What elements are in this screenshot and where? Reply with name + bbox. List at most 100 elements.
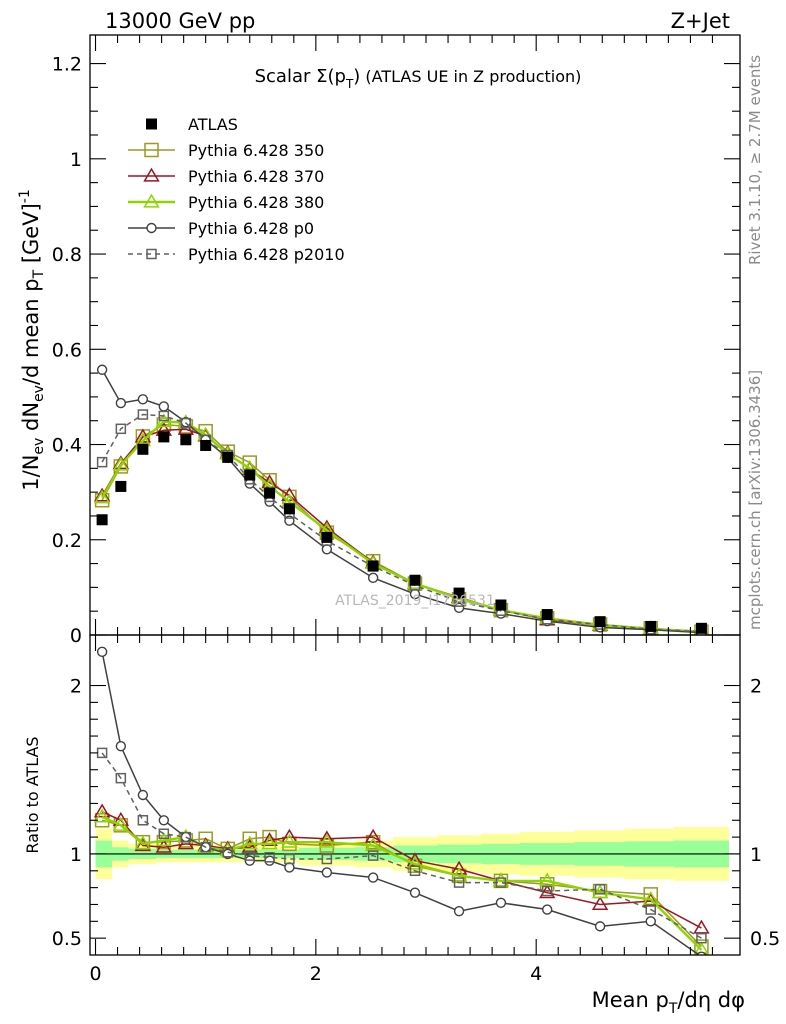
data-point bbox=[115, 772, 127, 784]
data-point bbox=[591, 884, 609, 899]
energy-label: 13000 GeV pp bbox=[105, 9, 255, 33]
data-point bbox=[453, 906, 465, 917]
data-point bbox=[158, 815, 170, 826]
legend-label: Pythia 6.428 370 bbox=[188, 167, 324, 186]
svg-text:1/Nev dNev/d mean pT [GeV]-1: 1/Nev dNev/d mean pT [GeV]-1 bbox=[17, 189, 47, 490]
data-point bbox=[453, 587, 465, 599]
data-point bbox=[137, 443, 149, 455]
data-point bbox=[538, 872, 556, 887]
main-y-tick-label: 1.2 bbox=[52, 54, 82, 76]
data-point bbox=[645, 916, 656, 927]
svg-text:Mean pT/dη dφ: Mean pT/dη dφ bbox=[592, 988, 745, 1017]
data-point bbox=[155, 838, 173, 853]
data-point bbox=[158, 828, 170, 839]
series-atlas bbox=[96, 431, 707, 634]
svg-text:Scalar Σ(pT) (ATLAS UE in Z pr: Scalar Σ(pT) (ATLAS UE in Z production) bbox=[255, 66, 582, 91]
data-point bbox=[492, 872, 510, 887]
data-point bbox=[112, 816, 130, 831]
x-tick-label: 2 bbox=[310, 963, 322, 985]
data-point bbox=[158, 401, 170, 412]
legend: ATLAS Pythia 6.428 350 Pythia 6.428 370 Pyt… bbox=[128, 115, 345, 264]
data-point bbox=[542, 904, 553, 915]
data-point bbox=[180, 831, 192, 843]
data-point bbox=[409, 865, 421, 877]
data-point bbox=[115, 423, 127, 435]
legend-marker bbox=[143, 193, 160, 208]
data-point bbox=[264, 852, 275, 863]
ratio-panel-series bbox=[93, 646, 710, 955]
series-line bbox=[101, 819, 702, 948]
legend-label: Pythia 6.428 p2010 bbox=[188, 245, 345, 264]
data-point bbox=[283, 503, 295, 515]
data-point bbox=[96, 514, 108, 526]
data-point bbox=[450, 867, 468, 882]
data-point bbox=[242, 831, 257, 847]
data-point bbox=[321, 853, 333, 865]
data-point bbox=[137, 409, 149, 420]
series-pythia-6-428-p2010 bbox=[96, 747, 707, 944]
data-point bbox=[409, 887, 421, 898]
data-point bbox=[594, 616, 606, 628]
data-point bbox=[96, 456, 108, 468]
series-line bbox=[101, 752, 702, 939]
data-point bbox=[367, 572, 379, 584]
data-point bbox=[200, 439, 212, 451]
data-point bbox=[158, 431, 170, 443]
plot-title: Scalar Σ(pT) (ATLAS UE in Z production) bbox=[255, 66, 582, 91]
legend-label: Pythia 6.428 380 bbox=[188, 193, 324, 212]
svg-text:Ratio to ATLAS: Ratio to ATLAS bbox=[23, 736, 42, 853]
data-point bbox=[318, 830, 336, 845]
data-point bbox=[284, 862, 295, 873]
legend-label: ATLAS bbox=[188, 115, 238, 134]
data-point bbox=[137, 789, 149, 801]
x-tick-label: 0 bbox=[89, 963, 101, 985]
data-point bbox=[645, 904, 657, 915]
data-point bbox=[367, 850, 379, 861]
legend-marker bbox=[146, 248, 157, 260]
legend-entry: ATLAS bbox=[146, 115, 238, 134]
data-point bbox=[158, 410, 170, 422]
data-point bbox=[541, 609, 553, 621]
data-point bbox=[696, 932, 707, 944]
data-point bbox=[281, 833, 298, 848]
data-point bbox=[695, 622, 707, 634]
legend-label: Pythia 6.428 p0 bbox=[188, 219, 314, 238]
data-point bbox=[693, 919, 710, 934]
data-point bbox=[594, 884, 606, 895]
data-point bbox=[495, 897, 507, 908]
data-point bbox=[321, 544, 333, 555]
data-point bbox=[134, 835, 152, 850]
analysis-watermark: ATLAS_2019_I1736531 bbox=[335, 593, 495, 609]
data-point bbox=[222, 847, 233, 858]
series-line bbox=[101, 651, 701, 955]
data-point bbox=[93, 803, 111, 818]
data-point bbox=[137, 815, 149, 826]
legend-marker bbox=[146, 222, 157, 234]
legend-marker bbox=[144, 142, 159, 158]
legend-marker bbox=[143, 167, 160, 182]
data-point bbox=[367, 872, 379, 883]
data-point bbox=[241, 838, 258, 853]
data-point bbox=[93, 489, 111, 504]
process-label: Z+Jet bbox=[671, 9, 730, 33]
data-point bbox=[367, 560, 379, 572]
x-tick-label: 4 bbox=[530, 963, 542, 985]
data-point bbox=[155, 832, 173, 847]
data-point bbox=[642, 891, 659, 906]
legend-label: Pythia 6.428 350 bbox=[188, 141, 324, 160]
legend-entry: Pythia 6.428 380 bbox=[128, 193, 324, 212]
data-point bbox=[321, 531, 333, 543]
data-point bbox=[115, 397, 127, 409]
data-point bbox=[241, 835, 258, 850]
legend-entry: Pythia 6.428 p2010 bbox=[128, 245, 345, 264]
data-point bbox=[321, 867, 333, 878]
data-point bbox=[244, 850, 255, 861]
main-y-tick-label: 0.6 bbox=[52, 339, 82, 361]
legend-marker bbox=[146, 118, 157, 130]
data-point bbox=[261, 835, 278, 850]
data-point bbox=[115, 740, 127, 752]
x-axis-title: Mean pT/dη dφ bbox=[592, 988, 745, 1017]
ratio-y-tick-label: 2 bbox=[70, 676, 82, 698]
ratio-panel-axes: 0.5 0.5 1 1 2 2 0 2 4 bbox=[52, 635, 780, 985]
